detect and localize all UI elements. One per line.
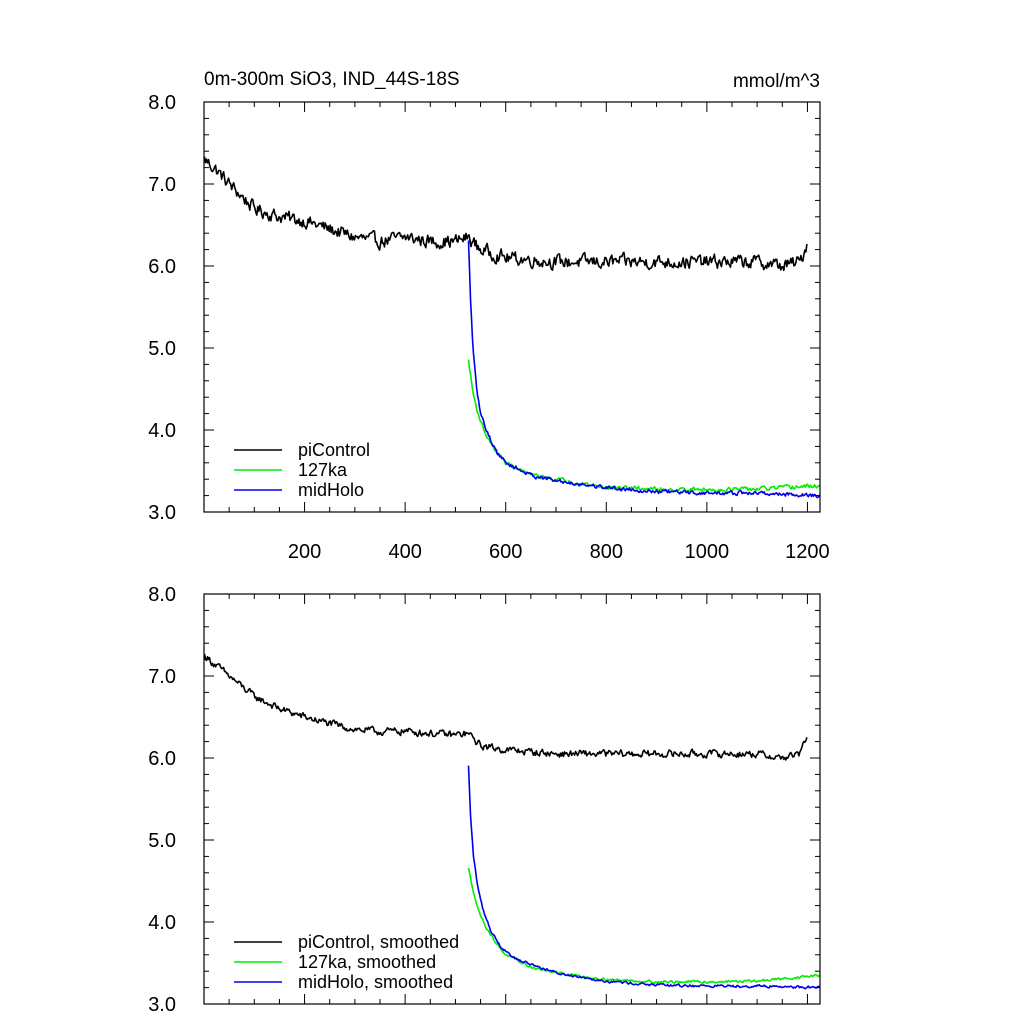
y-tick-label: 4.0	[148, 420, 176, 442]
y-tick-label: 5.0	[148, 830, 176, 852]
plot-frame	[203, 593, 821, 1005]
series-line-picontrol	[203, 156, 808, 272]
x-tick-label: 800	[590, 541, 623, 563]
y-tick-label: 8.0	[148, 584, 176, 606]
top-panel: 3.0 4.0 5.0 6.0 7.0 8.0 200 400 600 800 1000 1200 pi…	[148, 92, 829, 563]
chart-units: mmol/m^3	[733, 71, 820, 92]
bottom-panel: 3.0 4.0 5.0 6.0 7.0 8.0 piControl, smoothed127…	[148, 584, 821, 1016]
legend-label: midHolo, smoothed	[298, 972, 453, 992]
legend-label: piControl	[298, 440, 370, 460]
series-line-midholo	[467, 240, 821, 499]
y-tick-label: 3.0	[148, 994, 176, 1016]
x-tick-label: 200	[288, 541, 321, 563]
legend-label: midHolo	[298, 480, 364, 500]
y-tick-label: 7.0	[148, 666, 176, 688]
series-line-127ka	[467, 359, 820, 493]
x-tick-label: 600	[489, 541, 522, 563]
legend-label: 127ka	[298, 460, 348, 480]
y-tick-label: 7.0	[148, 174, 176, 196]
x-tick-label: 1000	[685, 541, 730, 563]
y-tick-label: 6.0	[148, 256, 176, 278]
legend-label: 127ka, smoothed	[298, 952, 436, 972]
series-line-127ka	[467, 867, 821, 985]
legend-label: piControl, smoothed	[298, 932, 459, 952]
y-tick-label: 4.0	[148, 912, 176, 934]
series-line-picontrol	[203, 653, 808, 761]
plot-frame	[203, 101, 821, 513]
y-tick-label: 8.0	[148, 92, 176, 114]
x-tick-label: 400	[388, 541, 421, 563]
x-tick-label: 1200	[785, 541, 830, 563]
y-tick-label: 6.0	[148, 748, 176, 770]
series-line-midholo	[467, 765, 821, 990]
y-tick-label: 3.0	[148, 502, 176, 524]
y-tick-label: 5.0	[148, 338, 176, 360]
chart-title: 0m-300m SiO3, IND_44S-18S	[204, 69, 460, 90]
